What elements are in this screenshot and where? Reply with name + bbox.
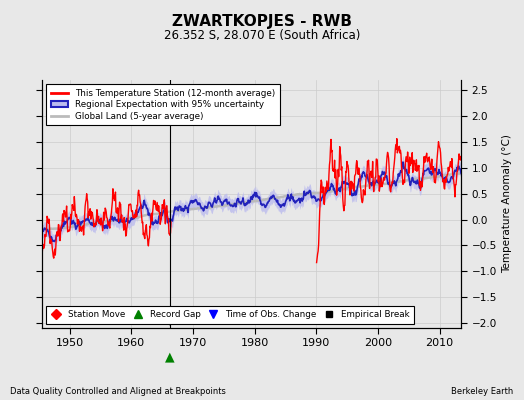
Text: ▲: ▲ bbox=[166, 350, 175, 363]
Text: 26.352 S, 28.070 E (South Africa): 26.352 S, 28.070 E (South Africa) bbox=[164, 29, 360, 42]
Text: ZWARTKOPJES - RWB: ZWARTKOPJES - RWB bbox=[172, 14, 352, 29]
Text: Data Quality Controlled and Aligned at Breakpoints: Data Quality Controlled and Aligned at B… bbox=[10, 387, 226, 396]
Y-axis label: Temperature Anomaly (°C): Temperature Anomaly (°C) bbox=[503, 134, 512, 274]
Text: Berkeley Earth: Berkeley Earth bbox=[451, 387, 514, 396]
Legend: Station Move, Record Gap, Time of Obs. Change, Empirical Break: Station Move, Record Gap, Time of Obs. C… bbox=[46, 306, 414, 324]
